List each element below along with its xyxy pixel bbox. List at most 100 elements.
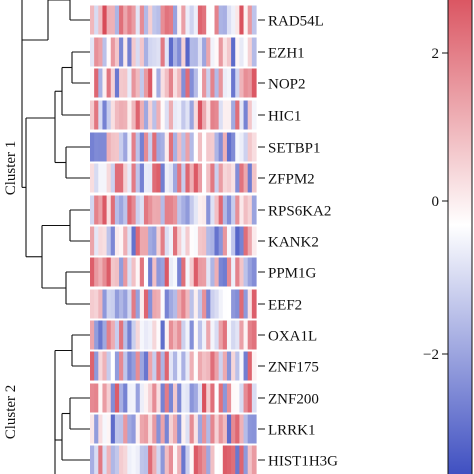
heatmap-cell	[214, 195, 220, 225]
heatmap-cell	[135, 351, 141, 381]
heatmap-cell	[197, 289, 203, 319]
heatmap-cell	[139, 445, 145, 474]
heatmap-cell	[189, 163, 195, 193]
heatmap-cell	[168, 257, 174, 287]
heatmap-cell	[119, 226, 124, 256]
heatmap-cell	[222, 100, 228, 130]
heatmap-cell	[94, 320, 99, 350]
heatmap-cell	[131, 445, 137, 474]
heatmap-cell	[197, 68, 203, 98]
heatmap-cell	[94, 226, 99, 256]
heatmap-cell	[106, 351, 112, 381]
heatmap-cell	[98, 383, 104, 413]
heatmap-cell	[119, 383, 124, 413]
heatmap-cell	[164, 383, 170, 413]
heatmap-cell	[185, 445, 191, 474]
heatmap-cell	[98, 445, 104, 474]
heatmap-cell	[197, 351, 203, 381]
heatmap-cell	[160, 37, 166, 67]
heatmap-cell	[189, 195, 195, 225]
heatmap-cell	[239, 226, 245, 256]
heatmap-cell	[102, 132, 108, 162]
heatmap-cell	[226, 383, 232, 413]
heatmap-cell	[197, 414, 203, 444]
heatmap-cell	[185, 195, 191, 225]
heatmap-cell	[185, 163, 191, 193]
heatmap-cell	[135, 383, 141, 413]
heatmap-cell	[98, 163, 104, 193]
gene-label: ZFPM2	[268, 172, 315, 188]
heatmap-cell	[106, 289, 112, 319]
heatmap-cell	[243, 100, 249, 130]
heatmap-cell	[127, 100, 133, 130]
heatmap-cell	[231, 100, 236, 130]
heatmap-cell	[189, 320, 195, 350]
heatmap-cell	[114, 351, 120, 381]
heatmap-cell	[164, 37, 170, 67]
heatmap-cell	[189, 100, 195, 130]
heatmap-cell	[90, 163, 95, 193]
heatmap-cell	[139, 163, 145, 193]
heatmap-cell	[177, 100, 182, 130]
heatmap-cell	[231, 320, 236, 350]
heatmap-cell	[181, 163, 187, 193]
heatmap-cell	[210, 226, 216, 256]
heatmap-cell	[152, 289, 157, 319]
heatmap-cell	[206, 37, 211, 67]
heatmap-cell	[243, 226, 249, 256]
heatmap-cell	[189, 257, 195, 287]
heatmap-cell	[127, 351, 133, 381]
heatmap-cell	[247, 132, 253, 162]
heatmap-cell	[123, 383, 128, 413]
heatmap-cell	[247, 351, 253, 381]
heatmap-cell	[164, 195, 170, 225]
heatmap-cell	[197, 445, 203, 474]
gene-label: EZH1	[268, 46, 305, 62]
heatmap-cell	[127, 68, 133, 98]
heatmap-cell	[110, 351, 116, 381]
colorbar-tick-label: 2	[432, 46, 440, 62]
heatmap-cell	[177, 163, 182, 193]
heatmap-cell	[226, 100, 232, 130]
heatmap-cell	[110, 383, 116, 413]
heatmap-cell	[143, 195, 149, 225]
heatmap-cell	[106, 100, 112, 130]
heatmap-cell	[239, 320, 245, 350]
heatmap-cell	[106, 132, 112, 162]
heatmap-cell	[123, 289, 128, 319]
heatmap-cell	[98, 257, 104, 287]
heatmap-cell	[239, 163, 245, 193]
heatmap-cell	[247, 163, 253, 193]
heatmap-cell	[222, 37, 228, 67]
heatmap-cell	[143, 383, 149, 413]
heatmap-cell	[222, 257, 228, 287]
gene-label: EEF2	[268, 298, 302, 314]
heatmap-cell	[185, 100, 191, 130]
heatmap-cell	[143, 289, 149, 319]
heatmap-cell	[173, 289, 178, 319]
heatmap-cell	[148, 68, 153, 98]
heatmap-cell	[214, 37, 220, 67]
heatmap-cell	[143, 68, 149, 98]
heatmap-cell	[210, 351, 216, 381]
heatmap-cell	[102, 226, 108, 256]
heatmap-cell	[251, 132, 257, 162]
heatmap-cell	[251, 383, 257, 413]
heatmap-cell	[185, 414, 191, 444]
heatmap-cell	[164, 68, 170, 98]
heatmap-cell	[251, 68, 257, 98]
heatmap-cell	[152, 226, 157, 256]
heatmap-cell	[114, 100, 120, 130]
heatmap-cell	[235, 37, 240, 67]
heatmap-cell	[239, 383, 245, 413]
heatmap-cell	[226, 320, 232, 350]
heatmap-cell	[102, 68, 108, 98]
gene-label: HIST1H3G	[268, 454, 338, 470]
heatmap-cell	[177, 5, 182, 35]
heatmap-cell	[181, 289, 187, 319]
heatmap-cell	[123, 5, 128, 35]
heatmap-cell	[168, 289, 174, 319]
heatmap-cell	[193, 445, 199, 474]
heatmap-cell	[235, 257, 240, 287]
